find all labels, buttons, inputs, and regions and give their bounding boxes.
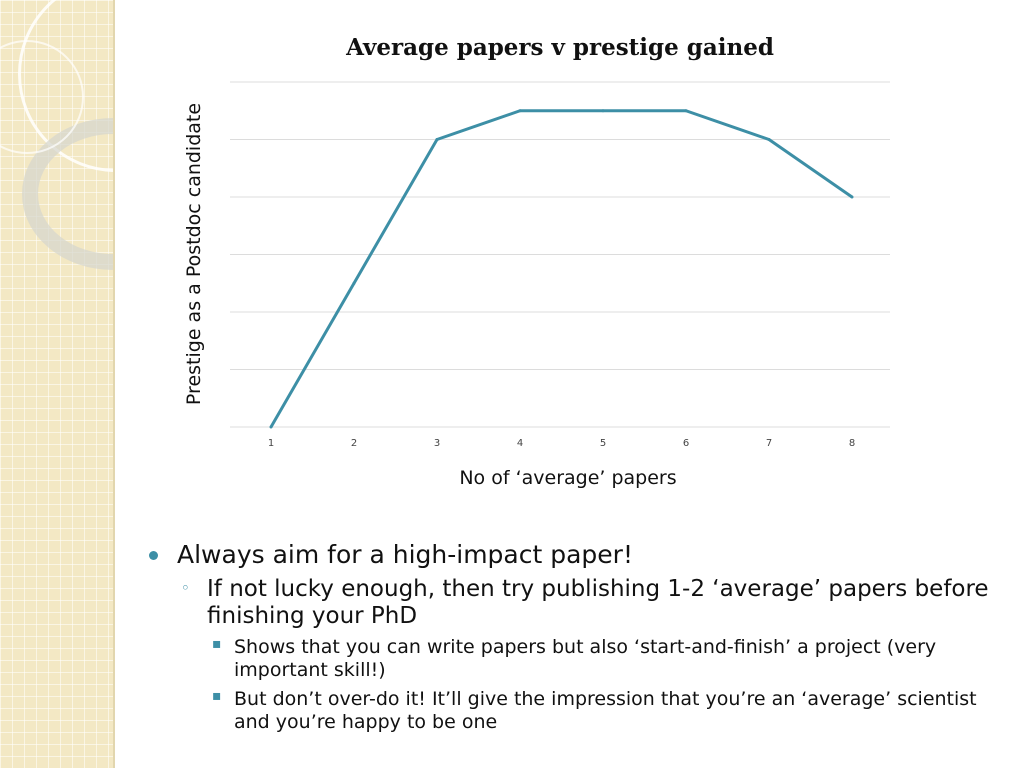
data-point	[850, 195, 854, 199]
bullet-square-icon: ▪	[212, 636, 222, 652]
data-point	[684, 109, 688, 113]
bullet-dot-icon	[149, 551, 158, 560]
side-strip-edge	[113, 0, 115, 768]
bullet-level2-text: If not lucky enough, then try publishing…	[207, 576, 989, 629]
bullet-level2: ◦ If not lucky enough, then try publishi…	[181, 576, 1005, 630]
bullet-level3-text: But don’t over-do it! It’ll give the imp…	[234, 688, 977, 733]
bullet-circle-icon: ◦	[181, 579, 190, 597]
x-tick-label: 8	[849, 438, 855, 449]
data-point	[518, 109, 522, 113]
bullet-level1-text: Always aim for a high-impact paper!	[177, 540, 633, 569]
bullet-level3: ▪ Shows that you can write papers but al…	[212, 636, 1005, 682]
decorative-side-strip	[0, 0, 113, 768]
data-point	[601, 109, 605, 113]
data-point	[352, 281, 356, 285]
series-line	[269, 109, 853, 428]
data-point	[269, 425, 273, 429]
data-point	[435, 138, 439, 141]
x-axis-label: No of ‘average’ papers	[459, 467, 677, 489]
x-tick-label: 7	[766, 438, 772, 449]
bullet-level3: ▪ But don’t over-do it! It’ll give the i…	[212, 688, 1005, 734]
x-tick-label: 5	[600, 438, 606, 449]
bullet-level1: Always aim for a high-impact paper!	[145, 540, 1005, 570]
x-tick-label: 4	[517, 438, 523, 449]
x-tick-label: 2	[351, 438, 357, 449]
bullet-square-icon: ▪	[212, 688, 222, 704]
x-tick-label: 6	[683, 438, 689, 449]
x-tick-label: 1	[268, 438, 274, 449]
bullet-level3-text: Shows that you can write papers but also…	[234, 636, 937, 681]
data-point	[767, 138, 771, 141]
chart-title: Average papers v prestige gained	[346, 34, 774, 61]
x-tick-label: 3	[434, 438, 440, 449]
bullet-list: Always aim for a high-impact paper! ◦ If…	[145, 540, 1005, 734]
